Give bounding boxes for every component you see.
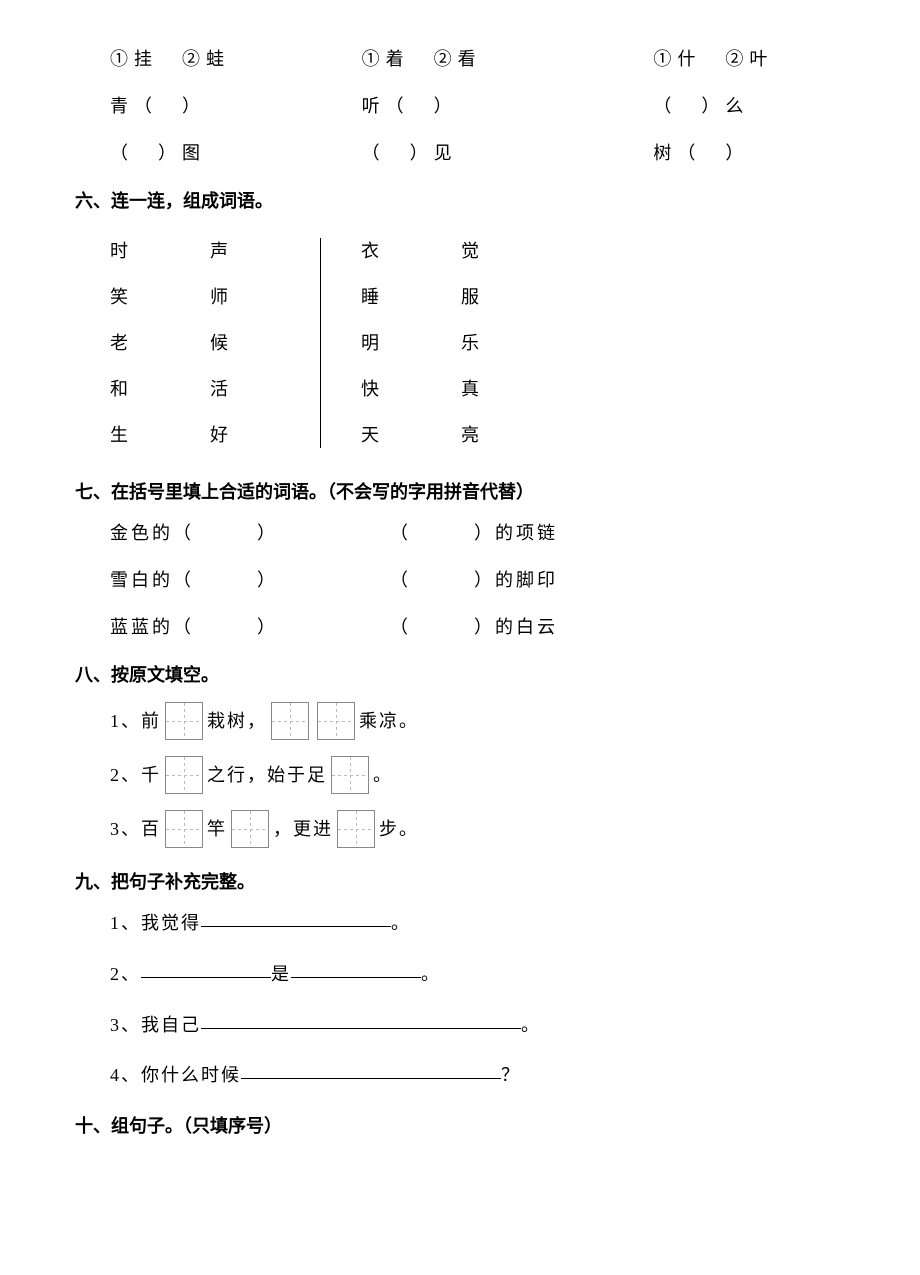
- q8-l1c: 乘凉。: [359, 707, 419, 736]
- blank-line: [201, 909, 391, 927]
- q7-r2-l: 蓝蓝的（ ）: [110, 613, 390, 642]
- q8-l3c: ，更进: [273, 815, 333, 844]
- q6-ra-0: 衣: [361, 228, 461, 274]
- q6-la-0: 时: [110, 228, 210, 274]
- q6-ra-2: 明: [361, 320, 461, 366]
- gridbox: [271, 702, 309, 740]
- q5-g1-l2: （ ）图: [110, 139, 302, 168]
- q6-rb-2: 乐: [461, 320, 561, 366]
- blank-line: [241, 1061, 501, 1079]
- q9-l3b: 。: [521, 1015, 541, 1035]
- q8-line2: 2、千 之行，始于足 。: [110, 756, 845, 794]
- blank-line: [141, 960, 271, 978]
- q5-g3-l2: 树（ ）: [553, 139, 845, 168]
- q6-ra-3: 快: [361, 366, 461, 412]
- q5-g2-l2: （ ）见: [302, 139, 554, 168]
- q8-line3: 3、百 竿 ，更进 步。: [110, 810, 845, 848]
- q8-l2b: 之行，始于足: [207, 761, 327, 790]
- q8-l3b: 竿: [207, 815, 227, 844]
- q9-l2a: 2、: [110, 964, 141, 984]
- q6-la-3: 和: [110, 366, 210, 412]
- q8-l1b: 栽树，: [207, 707, 267, 736]
- q9-line1: 1、我觉得 。: [110, 909, 845, 938]
- q5-g3-opts: ①什 ②叶: [553, 45, 845, 74]
- q7-r1-r: （ ）的脚印: [390, 566, 558, 595]
- q8-line1: 1、前 栽树， 乘凉。: [110, 702, 845, 740]
- q6-ra-4: 天: [361, 412, 461, 458]
- q6-la-1: 笑: [110, 274, 210, 320]
- q6-lb-2: 候: [210, 320, 310, 366]
- q7-r1-l: 雪白的（ ）: [110, 566, 390, 595]
- gridbox: [165, 702, 203, 740]
- q7-r0-l: 金色的（ ）: [110, 519, 390, 548]
- q7-r2-r: （ ）的白云: [390, 613, 558, 642]
- q7-r0-r: （ ）的项链: [390, 519, 558, 548]
- q5-g1-l1: 青（ ）: [110, 92, 302, 121]
- blank-line: [201, 1011, 521, 1029]
- q5-g2-opts: ①着 ②看: [302, 45, 554, 74]
- q9-l1a: 1、我觉得: [110, 913, 201, 933]
- q9-line3: 3、我自己 。: [110, 1011, 845, 1040]
- q5-g1-opts: ①挂 ②蛙: [110, 45, 302, 74]
- gridbox: [165, 810, 203, 848]
- q7-body: 金色的（ ） （ ）的项链 雪白的（ ） （ ）的脚印 蓝蓝的（ ） （ ）的白…: [75, 519, 845, 641]
- q6-lb-3: 活: [210, 366, 310, 412]
- gridbox: [337, 810, 375, 848]
- q9-l3a: 3、我自己: [110, 1015, 201, 1035]
- q8-l1a: 1、前: [110, 707, 161, 736]
- q8-l2a: 2、千: [110, 761, 161, 790]
- q8-title: 八、按原文填空。: [75, 661, 845, 690]
- gridbox: [317, 702, 355, 740]
- q6-rb-1: 服: [461, 274, 561, 320]
- q9-line4: 4、你什么时候 ？: [110, 1061, 845, 1090]
- q5-g2-l1: 听（ ）: [302, 92, 554, 121]
- q5-g3-l1: （ ）么: [553, 92, 845, 121]
- q9-line2: 2、 是 。: [110, 960, 845, 989]
- q6-body: 时 笑 老 和 生 声 师 候 活 好 衣 睡 明 快 天 觉 服 乐 真 亮: [110, 228, 845, 458]
- blank-line: [291, 960, 421, 978]
- gridbox: [231, 810, 269, 848]
- q9-title: 九、把句子补充完整。: [75, 868, 845, 897]
- q6-la-4: 生: [110, 412, 210, 458]
- q9-l4a: 4、你什么时候: [110, 1065, 241, 1085]
- q9-l2c: 。: [421, 964, 441, 984]
- q6-divider: [320, 238, 321, 448]
- gridbox: [331, 756, 369, 794]
- q6-rb-3: 真: [461, 366, 561, 412]
- q6-rb-0: 觉: [461, 228, 561, 274]
- q9-l2b: 是: [271, 964, 291, 984]
- q7-title: 七、在括号里填上合适的词语。（不会写的字用拼音代替）: [75, 478, 845, 507]
- q6-lb-0: 声: [210, 228, 310, 274]
- q6-ra-1: 睡: [361, 274, 461, 320]
- q5-block: ①挂 ②蛙 ①着 ②看 ①什 ②叶 青（ ） 听（ ） （ ）么 （ ）图 （ …: [110, 45, 845, 167]
- q10-title: 十、组句子。（只填序号）: [75, 1112, 845, 1141]
- q6-la-2: 老: [110, 320, 210, 366]
- q6-lb-1: 师: [210, 274, 310, 320]
- q6-lb-4: 好: [210, 412, 310, 458]
- gridbox: [165, 756, 203, 794]
- q6-rb-4: 亮: [461, 412, 561, 458]
- q8-l3a: 3、百: [110, 815, 161, 844]
- q8-l2c: 。: [373, 761, 393, 790]
- q6-title: 六、连一连，组成词语。: [75, 187, 845, 216]
- q9-l4b: ？: [501, 1065, 521, 1085]
- q8-l3d: 步。: [379, 815, 419, 844]
- q9-l1b: 。: [391, 913, 411, 933]
